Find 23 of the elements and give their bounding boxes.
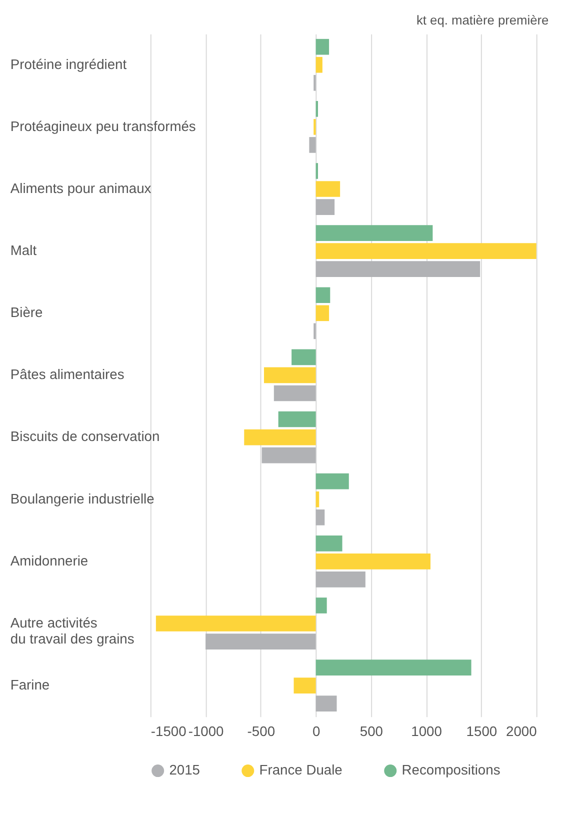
x-tick-label: 500 [360, 722, 384, 739]
y-tick-label: Amidonnerie [10, 552, 88, 568]
x-axis-title: kt eq. matière première [416, 12, 549, 28]
x-tick-label: -500 [247, 722, 276, 739]
y-tick-label: Farine [10, 676, 50, 693]
legend-label: Recompositions [402, 762, 500, 778]
y-tick-label: Biscuits de conservation [10, 428, 160, 444]
y-tick-label: Aliments pour animaux [10, 180, 152, 196]
y-tick-label: Autre activités du travail des grains [10, 614, 134, 646]
x-tick-label: 1500 [466, 722, 498, 739]
y-tick-label: Bière [10, 304, 44, 320]
y-tick-label: Protéine ingrédient [10, 56, 127, 72]
legend-label: 2015 [169, 762, 200, 778]
x-tick-label: -1000 [188, 722, 224, 739]
x-tick-label: 0 [312, 722, 320, 739]
y-tick-label: Protéagineux peu transformés [10, 118, 196, 134]
x-tick-label: -1500 [150, 722, 187, 739]
x-tick-label: 1000 [411, 722, 442, 739]
x-tick-label: 2000 [506, 722, 538, 739]
y-tick-label: Malt [10, 242, 37, 258]
y-tick-label: Boulangerie industrielle [10, 490, 155, 506]
legend-label: France Duale [259, 762, 343, 778]
y-tick-label: Pâtes alimentaires [10, 366, 124, 382]
